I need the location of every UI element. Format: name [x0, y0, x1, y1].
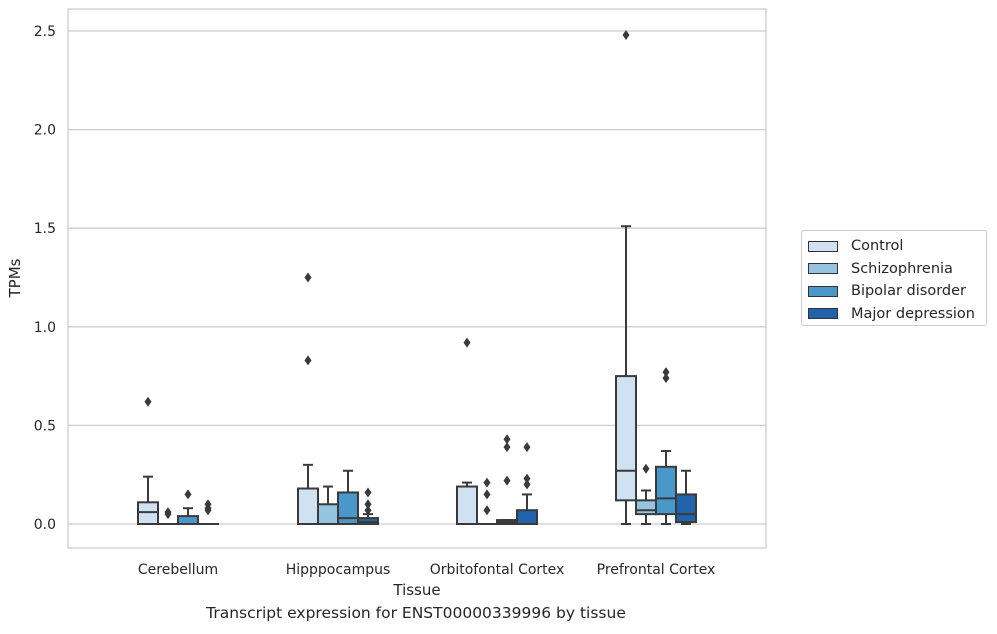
plot-frame	[67, 8, 767, 549]
outlier-point	[523, 442, 531, 453]
outlier-point	[503, 442, 511, 453]
outlier-point	[622, 29, 630, 40]
x-tick-label: Cerebellum	[138, 562, 218, 578]
box-body	[655, 465, 677, 516]
outlier-point	[483, 477, 491, 488]
box-0-0	[137, 396, 159, 526]
box-2-3	[655, 367, 677, 525]
box-3-0	[197, 499, 219, 526]
boxes	[137, 29, 697, 526]
x-tick-label: Hipppocampus	[286, 562, 391, 578]
legend-label: Control	[851, 238, 904, 255]
box-body	[177, 515, 199, 525]
legend-label: Bipolar disorder	[851, 283, 966, 300]
outlier-point	[204, 499, 212, 510]
legend-swatch	[808, 285, 838, 297]
outlier-point	[642, 463, 650, 474]
legend-swatch	[808, 240, 838, 252]
outlier-point	[184, 489, 192, 500]
outlier-point	[304, 355, 312, 366]
outlier-point	[364, 505, 372, 516]
box-body	[675, 493, 697, 524]
box-1-2	[476, 477, 498, 526]
outlier-point	[463, 337, 471, 348]
box-3-2	[516, 442, 538, 526]
y-tick-labels: 0.0 0.5 1.0 1.5 2.0 2.5	[34, 24, 56, 533]
outlier-point	[503, 434, 511, 445]
box-body	[635, 499, 657, 516]
box-body	[516, 509, 538, 526]
outlier-point	[662, 367, 670, 378]
box-body	[337, 491, 359, 525]
outlier-point	[364, 499, 372, 510]
legend-item: Major depression	[808, 303, 986, 326]
y-tick-label: 0.0	[34, 517, 56, 533]
x-tick-label: Orbitofontal Cortex	[430, 562, 565, 578]
outlier-point	[144, 396, 152, 407]
box-body	[615, 375, 637, 502]
box-3-3	[675, 469, 697, 525]
box-1-3	[635, 463, 657, 525]
y-tick-label: 2.0	[34, 123, 56, 139]
box-2-2	[496, 434, 518, 526]
y-tick-label: 1.5	[34, 221, 56, 237]
y-tick-label: 0.5	[34, 418, 56, 434]
box-0-3	[615, 29, 637, 525]
outlier-point	[364, 487, 372, 498]
legend: Control Schizophrenia Bipolar disorder Majo…	[801, 230, 987, 326]
box-0-2	[456, 337, 478, 526]
box-2-1	[337, 469, 359, 525]
outlier-point	[483, 505, 491, 516]
legend-item: Control	[808, 235, 986, 258]
legend-item: Schizophrenia	[808, 258, 986, 281]
chart-caption: Transcript expression for ENST0000033999…	[206, 604, 626, 622]
y-axis-label: TPMs	[6, 258, 24, 298]
box-0-1	[297, 272, 319, 525]
x-tick-labels: Cerebellum Hipppocampus Orbitofontal Corte…	[138, 562, 715, 578]
box-3-1	[357, 487, 379, 525]
outlier-point	[523, 473, 531, 484]
box-1-1	[317, 485, 339, 525]
box-body	[317, 503, 339, 525]
box-1-0	[157, 507, 179, 526]
outlier-point	[662, 373, 670, 384]
y-tick-label: 1.0	[34, 320, 56, 336]
legend-swatch	[808, 308, 838, 320]
outlier-point	[164, 507, 172, 518]
legend-label: Major depression	[851, 305, 975, 322]
x-tick-label: Prefrontal Cortex	[597, 562, 716, 578]
legend-label: Schizophrenia	[851, 260, 953, 277]
x-axis-label: Tissue	[392, 581, 440, 599]
outlier-point	[483, 489, 491, 500]
legend-swatch	[808, 263, 838, 275]
box-body	[297, 487, 319, 525]
box-2-0	[177, 489, 199, 525]
outlier-point	[304, 272, 312, 283]
legend-item: Bipolar disorder	[808, 280, 986, 303]
box-body	[456, 485, 478, 526]
y-tick-label: 2.5	[34, 24, 56, 40]
outlier-point	[503, 475, 511, 486]
outlier-point	[523, 479, 531, 490]
